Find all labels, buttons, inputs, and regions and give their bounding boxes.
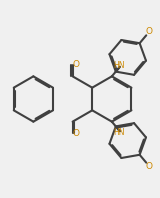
- Text: HN: HN: [113, 61, 125, 70]
- Text: O: O: [72, 60, 79, 69]
- Text: O: O: [72, 129, 79, 138]
- Text: O: O: [146, 27, 153, 36]
- Text: O: O: [146, 162, 153, 171]
- Text: HN: HN: [113, 128, 125, 137]
